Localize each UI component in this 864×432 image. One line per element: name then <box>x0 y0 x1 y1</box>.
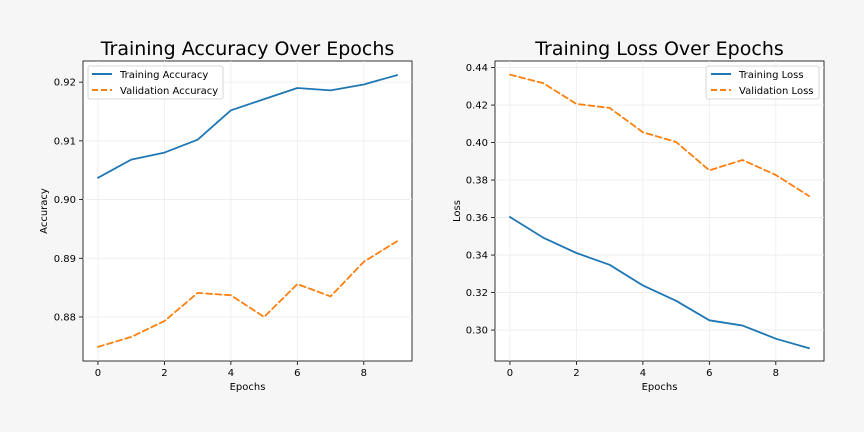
loss-series-validation-loss <box>509 73 810 197</box>
loss-plot-area <box>494 60 825 362</box>
loss-chart: 0 2 4 6 8 0.30 0.32 0.34 0.36 0.38 0.40 0.42 0.44 T… <box>452 38 825 393</box>
accuracy-x-ticks: 0 2 4 6 8 <box>95 361 367 379</box>
loss-y-tick-label: 0.42 <box>466 101 488 112</box>
loss-y-tick-label: 0.34 <box>466 251 488 262</box>
accuracy-plot-area <box>82 60 413 362</box>
accuracy-chart: 0 2 4 6 8 0.88 0.89 0.90 0.91 0.92 Training Accu… <box>39 38 413 393</box>
loss-x-tick-label: 2 <box>573 368 579 379</box>
loss-chart-title: Training Loss Over Epochs <box>534 38 784 60</box>
accuracy-x-tick-label: 4 <box>228 368 234 379</box>
loss-legend-label-training: Training Loss <box>738 70 804 81</box>
accuracy-y-tick-label: 0.89 <box>54 254 76 265</box>
loss-y-tick-label: 0.32 <box>466 288 488 299</box>
accuracy-x-axis-label: Epochs <box>230 382 266 393</box>
accuracy-y-tick-label: 0.90 <box>54 195 76 206</box>
accuracy-x-tick-label: 8 <box>361 368 367 379</box>
accuracy-y-axis-label: Accuracy <box>39 188 50 234</box>
accuracy-legend-label-training: Training Accuracy <box>119 70 208 81</box>
accuracy-y-ticks: 0.88 0.89 0.90 0.91 0.92 <box>54 78 83 323</box>
loss-x-tick-label: 4 <box>640 368 646 379</box>
loss-y-tick-label: 0.44 <box>466 63 488 74</box>
loss-series-training-loss <box>509 216 810 350</box>
loss-legend-frame <box>705 65 820 100</box>
loss-y-tick-label: 0.30 <box>466 326 488 337</box>
loss-y-tick-label: 0.36 <box>466 213 488 224</box>
accuracy-y-tick-label: 0.91 <box>54 136 76 147</box>
loss-x-ticks: 0 2 4 6 8 <box>507 361 779 379</box>
loss-y-tick-label: 0.40 <box>466 138 488 149</box>
loss-x-axis-label: Epochs <box>642 382 678 393</box>
accuracy-legend-label-validation: Validation Accuracy <box>120 86 218 97</box>
accuracy-x-tick-label: 2 <box>161 368 167 379</box>
accuracy-series-training-accuracy <box>97 74 398 179</box>
loss-y-tick-label: 0.38 <box>466 176 488 187</box>
accuracy-series <box>97 74 398 348</box>
loss-x-tick-label: 8 <box>773 368 779 379</box>
loss-y-ticks: 0.30 0.32 0.34 0.36 0.38 0.40 0.42 0.44 <box>466 63 495 337</box>
loss-legend: Training Loss Validation Loss <box>705 65 820 100</box>
accuracy-legend: Training Accuracy Validation Accuracy <box>87 65 224 100</box>
loss-x-tick-label: 0 <box>507 368 513 379</box>
accuracy-x-tick-label: 6 <box>294 368 300 379</box>
loss-series <box>509 73 810 350</box>
loss-legend-label-validation: Validation Loss <box>739 86 814 97</box>
accuracy-y-tick-label: 0.92 <box>54 78 76 89</box>
accuracy-chart-title: Training Accuracy Over Epochs <box>100 38 395 60</box>
loss-y-axis-label: Loss <box>452 200 463 222</box>
accuracy-legend-frame <box>87 65 224 100</box>
accuracy-y-tick-label: 0.88 <box>54 312 76 323</box>
loss-x-tick-label: 6 <box>706 368 712 379</box>
accuracy-x-tick-label: 0 <box>95 368 101 379</box>
accuracy-series-validation-accuracy <box>97 240 398 348</box>
